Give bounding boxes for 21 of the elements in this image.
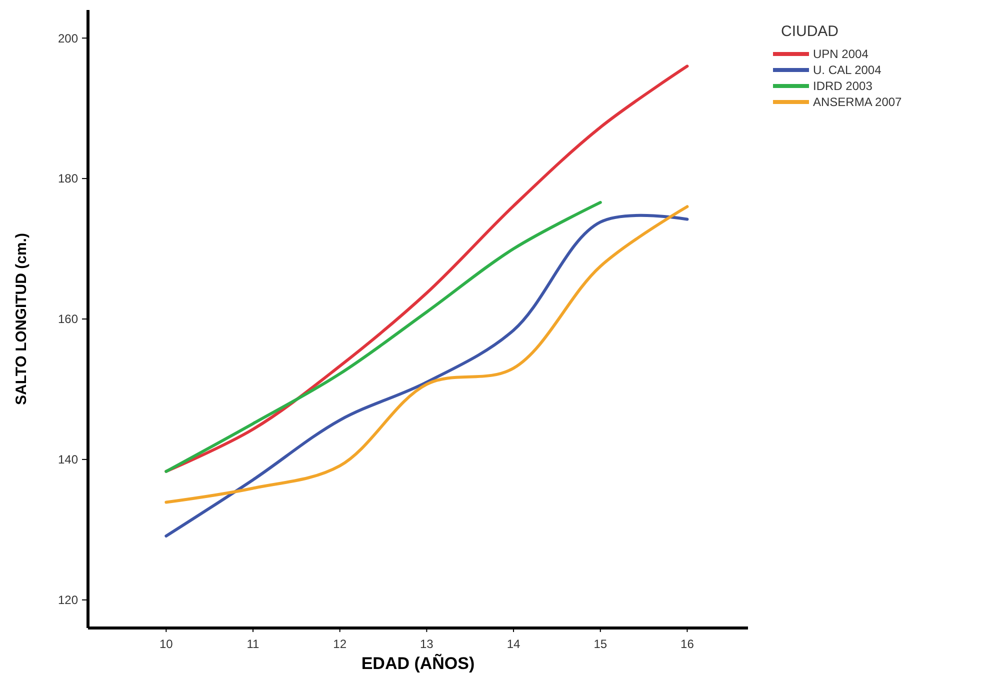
y-axis-title: SALTO LONGITUD (cm.)	[13, 233, 30, 405]
y-tick-label: 200	[58, 31, 78, 46]
x-axis-title: EDAD (AÑOS)	[361, 653, 475, 673]
y-tick-label: 180	[58, 172, 78, 186]
x-tick-label: 13	[420, 637, 434, 651]
y-tick-label: 160	[58, 312, 78, 326]
legend-title: CIUDAD	[781, 23, 839, 40]
line-series	[164, 64, 689, 473]
y-tick-label: 120	[58, 593, 78, 608]
legend-label: U. CAL 2004	[813, 63, 882, 78]
x-tick-label: 14	[506, 637, 521, 651]
x-tick-label: 15	[594, 637, 608, 651]
line-series	[164, 200, 602, 473]
x-tick-label: 10	[159, 637, 174, 651]
legend-label: IDRD 2003	[813, 79, 873, 94]
legend-label: ANSERMA 2007	[813, 95, 902, 110]
x-tick-label: 12	[333, 637, 347, 651]
x-tick-label: 16	[680, 637, 694, 651]
x-tick-label: 11	[246, 637, 260, 651]
legend-label: UPN 2004	[813, 47, 869, 62]
y-tick-label: 140	[58, 452, 78, 467]
